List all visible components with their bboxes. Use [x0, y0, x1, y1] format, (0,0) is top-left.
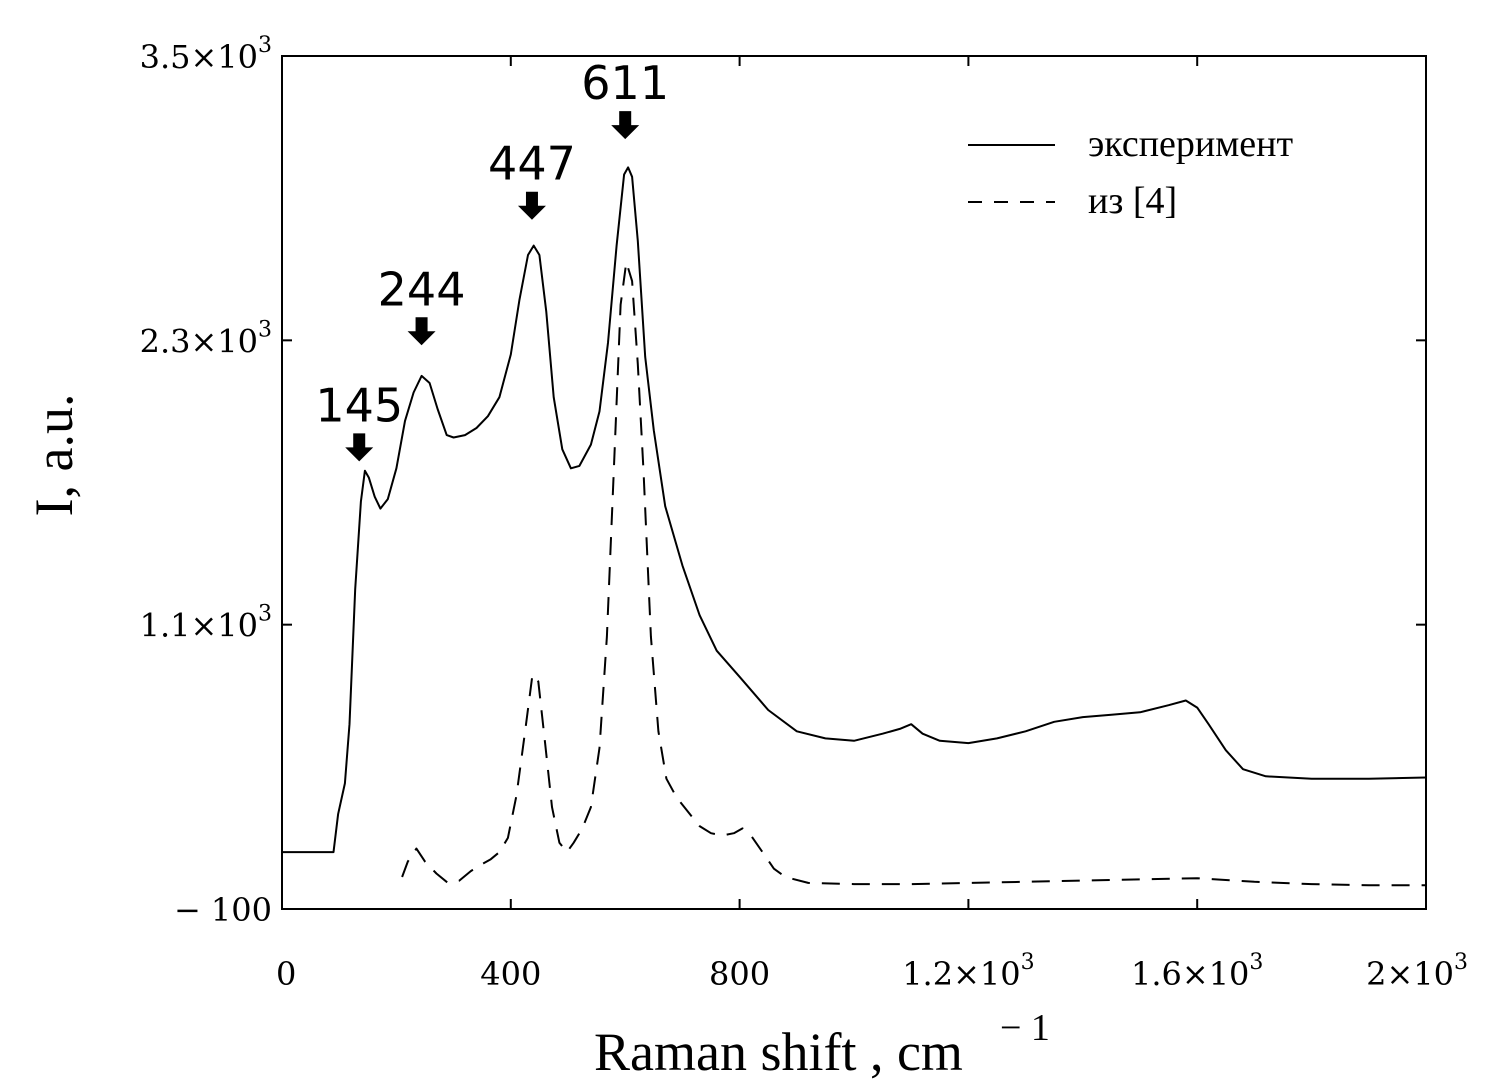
x-axis-title-superscript: − 1 — [1000, 1007, 1050, 1049]
x-tick-label: 2×103 — [1366, 950, 1468, 993]
peak-label: 447 — [488, 137, 576, 191]
legend-label-ref4: из [4] — [1088, 180, 1177, 222]
y-tick-label: 3.5×103 — [140, 33, 272, 76]
x-tick-label: 800 — [709, 955, 770, 993]
x-tick-label: 400 — [480, 955, 541, 993]
peak-label: 611 — [581, 56, 669, 110]
series-line-ref4 — [401, 261, 1426, 887]
series-line-experiment — [282, 166, 1427, 854]
peak-annotation: 447 — [488, 137, 576, 220]
x-tick-label: 1.2×103 — [902, 950, 1034, 993]
legend-label-experiment: эксперимент — [1088, 123, 1293, 165]
peak-annotation: 244 — [378, 262, 466, 346]
down-arrow-icon — [345, 433, 374, 462]
y-axis-ticks: − 100 1.1×103 2.3×103 3.5×103 — [140, 33, 1426, 929]
x-tick-label: 0 — [276, 955, 296, 993]
peak-label: 244 — [378, 262, 466, 316]
plot-frame — [281, 55, 1427, 910]
x-axis-ticks: 0 400 800 1.2×103 1.6×103 2×103 — [276, 56, 1468, 993]
x-axis-title: Raman shift , cm — [594, 1022, 963, 1079]
series-layer — [282, 166, 1427, 887]
y-axis-title: I, a.u. — [24, 394, 84, 517]
x-tick-label: 1.6×103 — [1131, 950, 1263, 993]
down-arrow-icon — [517, 191, 546, 220]
y-tick-label: 2.3×103 — [140, 317, 272, 360]
legend: эксперимент из [4] — [968, 123, 1293, 222]
y-tick-label: − 100 — [174, 891, 272, 929]
down-arrow-icon — [611, 111, 640, 140]
y-tick-label: 1.1×103 — [140, 602, 272, 645]
peak-annotation: 145 — [315, 378, 403, 462]
down-arrow-icon — [407, 317, 436, 346]
peak-label: 145 — [315, 378, 403, 432]
peak-annotation: 611 — [581, 56, 669, 140]
